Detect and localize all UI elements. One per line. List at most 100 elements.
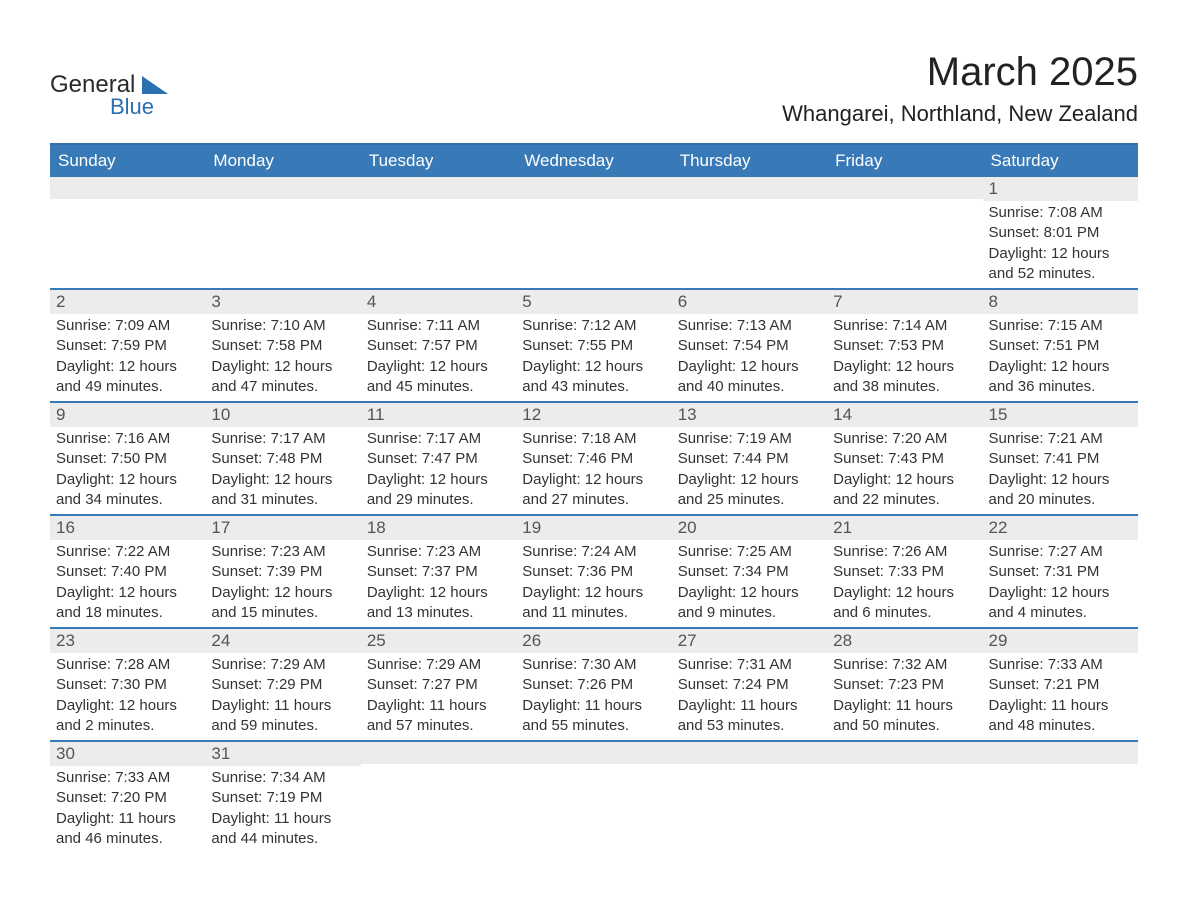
day-header: Monday	[205, 144, 360, 177]
day-number: 28	[827, 629, 982, 653]
calendar-cell: 5Sunrise: 7:12 AMSunset: 7:55 PMDaylight…	[516, 289, 671, 402]
day-number: 4	[361, 290, 516, 314]
day-details	[672, 764, 827, 840]
day-details: Sunrise: 7:12 AMSunset: 7:55 PMDaylight:…	[516, 314, 671, 401]
day-number: 16	[50, 516, 205, 540]
day-number	[672, 742, 827, 764]
day-details: Sunrise: 7:13 AMSunset: 7:54 PMDaylight:…	[672, 314, 827, 401]
day-number: 29	[983, 629, 1138, 653]
header: General Blue March 2025 Whangarei, North…	[50, 50, 1138, 137]
sunset-text: Sunset: 7:29 PM	[211, 675, 354, 695]
calendar-body: 1Sunrise: 7:08 AMSunset: 8:01 PMDaylight…	[50, 177, 1138, 853]
calendar-cell: 25Sunrise: 7:29 AMSunset: 7:27 PMDayligh…	[361, 628, 516, 741]
calendar-cell: 13Sunrise: 7:19 AMSunset: 7:44 PMDayligh…	[672, 402, 827, 515]
sunrise-text: Sunrise: 7:12 AM	[522, 316, 665, 336]
day-number: 1	[983, 177, 1138, 201]
day-details: Sunrise: 7:16 AMSunset: 7:50 PMDaylight:…	[50, 427, 205, 514]
sunrise-text: Sunrise: 7:13 AM	[678, 316, 821, 336]
day-details	[672, 199, 827, 275]
daylight-text: Daylight: 11 hours and 59 minutes.	[211, 696, 354, 737]
sunrise-text: Sunrise: 7:33 AM	[989, 655, 1132, 675]
logo-icon: General Blue	[50, 70, 200, 130]
day-number: 27	[672, 629, 827, 653]
day-number	[361, 177, 516, 199]
sunrise-text: Sunrise: 7:27 AM	[989, 542, 1132, 562]
sunset-text: Sunset: 7:48 PM	[211, 449, 354, 469]
day-number: 21	[827, 516, 982, 540]
sunset-text: Sunset: 7:19 PM	[211, 788, 354, 808]
month-title: March 2025	[782, 50, 1138, 95]
calendar-cell: 30Sunrise: 7:33 AMSunset: 7:20 PMDayligh…	[50, 741, 205, 853]
sunset-text: Sunset: 7:21 PM	[989, 675, 1132, 695]
sunrise-text: Sunrise: 7:14 AM	[833, 316, 976, 336]
calendar-week-row: 23Sunrise: 7:28 AMSunset: 7:30 PMDayligh…	[50, 628, 1138, 741]
day-number: 22	[983, 516, 1138, 540]
day-number: 11	[361, 403, 516, 427]
day-number: 8	[983, 290, 1138, 314]
day-number	[516, 742, 671, 764]
sunset-text: Sunset: 7:37 PM	[367, 562, 510, 582]
day-details: Sunrise: 7:10 AMSunset: 7:58 PMDaylight:…	[205, 314, 360, 401]
day-details: Sunrise: 7:14 AMSunset: 7:53 PMDaylight:…	[827, 314, 982, 401]
day-header: Friday	[827, 144, 982, 177]
sunrise-text: Sunrise: 7:28 AM	[56, 655, 199, 675]
sunrise-text: Sunrise: 7:31 AM	[678, 655, 821, 675]
calendar-cell: 6Sunrise: 7:13 AMSunset: 7:54 PMDaylight…	[672, 289, 827, 402]
day-number: 24	[205, 629, 360, 653]
day-number: 19	[516, 516, 671, 540]
daylight-text: Daylight: 11 hours and 57 minutes.	[367, 696, 510, 737]
day-number: 14	[827, 403, 982, 427]
day-number: 6	[672, 290, 827, 314]
day-details	[983, 764, 1138, 840]
sunrise-text: Sunrise: 7:18 AM	[522, 429, 665, 449]
sunrise-text: Sunrise: 7:10 AM	[211, 316, 354, 336]
sunset-text: Sunset: 7:43 PM	[833, 449, 976, 469]
day-number: 13	[672, 403, 827, 427]
calendar-cell: 21Sunrise: 7:26 AMSunset: 7:33 PMDayligh…	[827, 515, 982, 628]
daylight-text: Daylight: 12 hours and 20 minutes.	[989, 470, 1132, 511]
calendar-cell: 23Sunrise: 7:28 AMSunset: 7:30 PMDayligh…	[50, 628, 205, 741]
day-number: 2	[50, 290, 205, 314]
title-block: March 2025 Whangarei, Northland, New Zea…	[782, 50, 1138, 137]
sunrise-text: Sunrise: 7:17 AM	[367, 429, 510, 449]
daylight-text: Daylight: 12 hours and 45 minutes.	[367, 357, 510, 398]
day-details	[516, 764, 671, 840]
day-details: Sunrise: 7:22 AMSunset: 7:40 PMDaylight:…	[50, 540, 205, 627]
day-details	[827, 764, 982, 840]
calendar-cell: 16Sunrise: 7:22 AMSunset: 7:40 PMDayligh…	[50, 515, 205, 628]
sunset-text: Sunset: 7:36 PM	[522, 562, 665, 582]
daylight-text: Daylight: 12 hours and 13 minutes.	[367, 583, 510, 624]
sunrise-text: Sunrise: 7:11 AM	[367, 316, 510, 336]
logo: General Blue	[50, 70, 200, 130]
day-details: Sunrise: 7:33 AMSunset: 7:20 PMDaylight:…	[50, 766, 205, 853]
calendar-cell: 31Sunrise: 7:34 AMSunset: 7:19 PMDayligh…	[205, 741, 360, 853]
daylight-text: Daylight: 12 hours and 31 minutes.	[211, 470, 354, 511]
sunrise-text: Sunrise: 7:22 AM	[56, 542, 199, 562]
calendar-cell: 27Sunrise: 7:31 AMSunset: 7:24 PMDayligh…	[672, 628, 827, 741]
day-header: Sunday	[50, 144, 205, 177]
calendar-cell: 18Sunrise: 7:23 AMSunset: 7:37 PMDayligh…	[361, 515, 516, 628]
sunrise-text: Sunrise: 7:34 AM	[211, 768, 354, 788]
day-details: Sunrise: 7:29 AMSunset: 7:29 PMDaylight:…	[205, 653, 360, 740]
calendar-cell: 10Sunrise: 7:17 AMSunset: 7:48 PMDayligh…	[205, 402, 360, 515]
calendar-cell: 8Sunrise: 7:15 AMSunset: 7:51 PMDaylight…	[983, 289, 1138, 402]
sunrise-text: Sunrise: 7:19 AM	[678, 429, 821, 449]
calendar-cell	[827, 177, 982, 289]
calendar-cell	[827, 741, 982, 853]
calendar-cell: 7Sunrise: 7:14 AMSunset: 7:53 PMDaylight…	[827, 289, 982, 402]
calendar-cell: 29Sunrise: 7:33 AMSunset: 7:21 PMDayligh…	[983, 628, 1138, 741]
daylight-text: Daylight: 11 hours and 48 minutes.	[989, 696, 1132, 737]
daylight-text: Daylight: 12 hours and 36 minutes.	[989, 357, 1132, 398]
calendar-cell: 14Sunrise: 7:20 AMSunset: 7:43 PMDayligh…	[827, 402, 982, 515]
day-details: Sunrise: 7:21 AMSunset: 7:41 PMDaylight:…	[983, 427, 1138, 514]
day-number	[361, 742, 516, 764]
daylight-text: Daylight: 12 hours and 22 minutes.	[833, 470, 976, 511]
sunrise-text: Sunrise: 7:09 AM	[56, 316, 199, 336]
day-number: 20	[672, 516, 827, 540]
calendar-cell: 22Sunrise: 7:27 AMSunset: 7:31 PMDayligh…	[983, 515, 1138, 628]
calendar-cell	[50, 177, 205, 289]
calendar-cell	[672, 177, 827, 289]
day-details: Sunrise: 7:32 AMSunset: 7:23 PMDaylight:…	[827, 653, 982, 740]
sunset-text: Sunset: 7:39 PM	[211, 562, 354, 582]
day-number	[205, 177, 360, 199]
